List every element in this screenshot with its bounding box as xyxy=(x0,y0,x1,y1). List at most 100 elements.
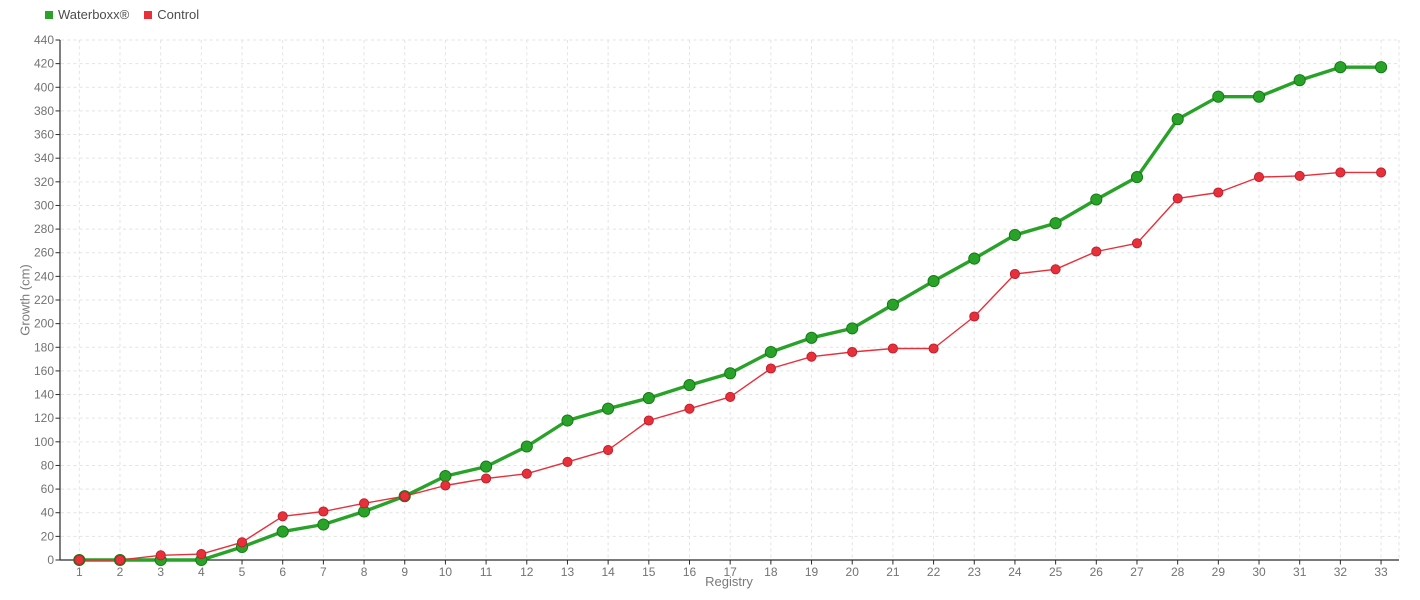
control-point-23[interactable] xyxy=(969,311,980,322)
y-tick-label: 400 xyxy=(34,80,54,94)
control-point-13[interactable] xyxy=(562,456,573,467)
control-point-5[interactable] xyxy=(236,537,248,548)
waterboxx-point-27[interactable] xyxy=(1130,171,1144,184)
legend-label: Control xyxy=(157,7,200,22)
x-tick-label: 26 xyxy=(1090,565,1104,579)
waterboxx-point-16[interactable] xyxy=(683,379,696,392)
control-point-19[interactable] xyxy=(806,351,817,362)
waterboxx-point-10[interactable] xyxy=(439,470,452,483)
x-tick-label: 28 xyxy=(1171,565,1185,579)
control-point-9[interactable] xyxy=(399,491,410,502)
waterboxx-point-13[interactable] xyxy=(561,414,574,427)
x-tick-label: 21 xyxy=(886,565,900,579)
y-tick-label: 20 xyxy=(41,529,55,543)
control-point-22[interactable] xyxy=(928,343,939,354)
x-tick-label: 24 xyxy=(1008,565,1022,579)
waterboxx-point-20[interactable] xyxy=(846,322,859,335)
x-tick-label: 6 xyxy=(279,565,286,579)
control-point-6[interactable] xyxy=(277,511,288,522)
control-point-17[interactable] xyxy=(725,391,736,402)
x-tick-label: 15 xyxy=(642,565,656,579)
x-tick-label: 1 xyxy=(76,565,83,579)
waterboxx-point-12[interactable] xyxy=(520,440,533,453)
waterboxx-point-17[interactable] xyxy=(724,367,737,380)
chart-legend: Waterboxx® Control xyxy=(45,7,199,22)
y-tick-label: 40 xyxy=(41,506,55,520)
waterboxx-point-11[interactable] xyxy=(480,460,493,473)
y-tick-label: 0 xyxy=(47,553,54,567)
waterboxx-point-14[interactable] xyxy=(602,402,615,415)
x-tick-label: 5 xyxy=(239,565,246,579)
legend-item-waterboxx[interactable]: Waterboxx® xyxy=(45,7,129,22)
x-tick-label: 13 xyxy=(561,565,575,579)
waterboxx-point-31[interactable] xyxy=(1293,74,1306,87)
control-point-24[interactable] xyxy=(1009,268,1020,280)
control-point-30[interactable] xyxy=(1253,172,1265,183)
x-tick-label: 9 xyxy=(401,565,408,579)
control-point-33[interactable] xyxy=(1376,167,1387,178)
control-point-21[interactable] xyxy=(887,343,898,354)
x-tick-label: 31 xyxy=(1293,565,1307,579)
control-point-15[interactable] xyxy=(643,415,654,426)
y-tick-label: 120 xyxy=(34,411,54,425)
x-tick-label: 12 xyxy=(520,565,534,579)
control-point-1[interactable] xyxy=(74,554,85,566)
waterboxx-point-25[interactable] xyxy=(1049,217,1062,230)
x-tick-label: 17 xyxy=(724,565,738,579)
y-tick-label: 260 xyxy=(34,246,54,260)
waterboxx-point-30[interactable] xyxy=(1252,90,1266,103)
control-point-11[interactable] xyxy=(481,473,492,484)
legend-item-control[interactable]: Control xyxy=(144,7,199,22)
waterboxx-point-32[interactable] xyxy=(1334,61,1347,74)
control-point-7[interactable] xyxy=(318,506,329,517)
waterboxx-point-7[interactable] xyxy=(317,518,330,531)
legend-swatch-icon xyxy=(45,10,53,19)
waterboxx-point-24[interactable] xyxy=(1008,228,1021,242)
control-point-25[interactable] xyxy=(1050,264,1061,275)
control-point-28[interactable] xyxy=(1172,193,1183,204)
control-point-16[interactable] xyxy=(684,403,695,414)
waterboxx-point-18[interactable] xyxy=(764,345,777,359)
control-point-18[interactable] xyxy=(765,363,776,374)
y-tick-label: 60 xyxy=(41,482,55,496)
control-point-14[interactable] xyxy=(603,445,614,456)
x-tick-label: 32 xyxy=(1334,565,1348,579)
y-tick-label: 220 xyxy=(34,293,54,307)
y-tick-label: 80 xyxy=(41,458,55,472)
control-point-10[interactable] xyxy=(440,480,451,491)
waterboxx-point-6[interactable] xyxy=(276,525,289,538)
x-tick-label: 16 xyxy=(683,565,697,579)
legend-label: Waterboxx® xyxy=(58,7,130,22)
control-point-8[interactable] xyxy=(359,498,370,509)
waterboxx-point-28[interactable] xyxy=(1171,113,1184,126)
waterboxx-point-33[interactable] xyxy=(1375,61,1388,74)
x-tick-label: 4 xyxy=(198,565,205,579)
control-point-12[interactable] xyxy=(521,468,532,479)
x-tick-label: 8 xyxy=(361,565,368,579)
waterboxx-point-26[interactable] xyxy=(1090,193,1103,206)
control-point-2[interactable] xyxy=(114,554,126,566)
y-tick-label: 280 xyxy=(34,222,54,236)
x-tick-label: 14 xyxy=(601,565,615,579)
waterboxx-point-29[interactable] xyxy=(1212,90,1225,103)
y-tick-label: 420 xyxy=(34,57,54,71)
control-point-29[interactable] xyxy=(1213,187,1224,198)
waterboxx-point-23[interactable] xyxy=(968,252,981,265)
waterboxx-point-21[interactable] xyxy=(886,298,899,311)
x-tick-label: 18 xyxy=(764,565,778,579)
waterboxx-point-19[interactable] xyxy=(805,331,818,344)
control-point-27[interactable] xyxy=(1131,238,1143,249)
y-tick-label: 440 xyxy=(34,33,54,47)
control-point-20[interactable] xyxy=(847,346,858,358)
y-tick-label: 180 xyxy=(34,340,54,354)
control-point-3[interactable] xyxy=(155,550,166,561)
waterboxx-point-22[interactable] xyxy=(927,275,940,288)
control-point-4[interactable] xyxy=(196,549,207,560)
waterboxx-point-15[interactable] xyxy=(642,392,655,405)
control-point-31[interactable] xyxy=(1294,170,1305,181)
control-point-32[interactable] xyxy=(1335,167,1346,178)
control-point-26[interactable] xyxy=(1091,246,1102,257)
x-tick-label: 27 xyxy=(1130,565,1144,579)
y-tick-label: 160 xyxy=(34,364,54,378)
y-tick-label: 240 xyxy=(34,269,54,283)
